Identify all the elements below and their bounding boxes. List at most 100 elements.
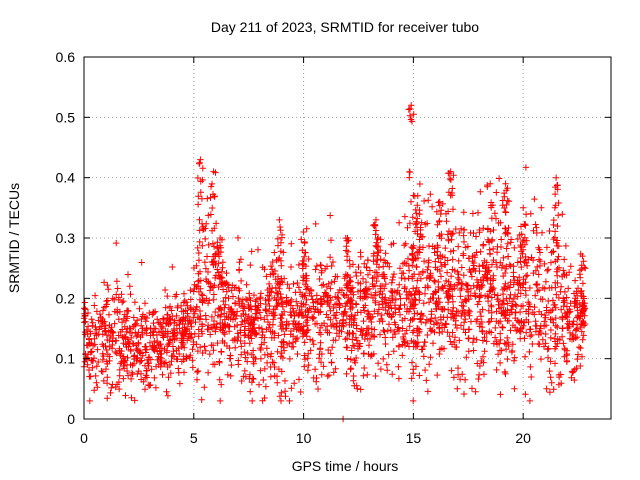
data-point [446, 170, 453, 177]
data-point [241, 332, 248, 339]
data-point [173, 312, 180, 320]
data-point [449, 307, 456, 315]
data-point [363, 330, 370, 337]
data-point [507, 239, 514, 246]
data-point [271, 330, 278, 337]
data-point [232, 344, 239, 351]
data-point [170, 348, 177, 355]
data-point [554, 222, 561, 230]
data-point [271, 363, 278, 371]
data-point [128, 394, 135, 401]
data-point [229, 293, 237, 300]
data-point [274, 273, 282, 280]
data-point [306, 290, 313, 297]
data-point [364, 286, 371, 294]
data-point [391, 302, 399, 309]
y-tick-label: 0.5 [56, 109, 76, 125]
data-point [403, 288, 410, 296]
data-point [499, 323, 506, 331]
data-point [176, 321, 183, 328]
data-point [545, 297, 552, 305]
data-point [401, 315, 409, 322]
data-point [193, 368, 201, 376]
data-point [328, 322, 335, 329]
data-point [240, 305, 247, 312]
data-point [280, 338, 287, 345]
data-point [365, 342, 373, 349]
data-point [218, 348, 225, 356]
data-point [404, 255, 412, 262]
data-point [450, 247, 457, 254]
data-point [261, 394, 268, 402]
data-point [257, 314, 264, 321]
data-point [347, 288, 354, 295]
data-point [500, 297, 507, 304]
data-point [198, 320, 206, 328]
data-point [293, 298, 300, 305]
data-point [212, 308, 219, 316]
data-point [559, 325, 566, 332]
data-point [144, 356, 151, 364]
data-point [364, 335, 371, 342]
data-point [449, 185, 456, 192]
data-point [552, 174, 560, 181]
data-point [510, 357, 518, 364]
data-point [173, 335, 181, 342]
data-point [509, 341, 516, 348]
data-point [199, 242, 206, 249]
data-point [531, 195, 538, 203]
data-point [330, 369, 337, 376]
data-point [248, 319, 255, 327]
data-point [154, 356, 161, 364]
data-point [396, 265, 404, 272]
data-point [477, 188, 484, 195]
data-point [307, 286, 315, 294]
data-point [410, 111, 417, 118]
data-point [520, 204, 527, 211]
data-point [320, 363, 327, 370]
data-point [501, 285, 508, 292]
data-point [390, 270, 398, 278]
data-point [301, 363, 308, 370]
data-point [230, 311, 237, 319]
data-point [553, 291, 560, 298]
data-point [108, 384, 115, 392]
data-point [91, 335, 98, 342]
data-point [550, 319, 557, 326]
data-point [159, 324, 167, 332]
data-point [268, 288, 275, 295]
data-point [325, 371, 333, 379]
data-point [223, 269, 230, 277]
data-point [514, 326, 521, 334]
data-point [93, 332, 100, 339]
data-point [151, 374, 158, 382]
data-point [148, 366, 155, 373]
data-point [131, 355, 138, 363]
data-point [105, 286, 112, 293]
data-point [497, 318, 504, 325]
data-point [113, 291, 120, 298]
data-point [274, 242, 282, 249]
data-point [447, 248, 454, 255]
data-point [211, 225, 218, 232]
data-point [221, 310, 228, 317]
data-point [415, 248, 422, 255]
data-point [373, 239, 380, 246]
data-point [380, 327, 387, 334]
data-point [494, 296, 501, 303]
data-point [192, 318, 199, 326]
data-point [581, 264, 588, 271]
data-point [550, 216, 557, 224]
data-point [325, 346, 332, 354]
data-point [412, 287, 419, 295]
data-point [416, 236, 423, 243]
data-point [85, 366, 93, 374]
data-point [141, 343, 149, 350]
data-point [514, 259, 521, 266]
data-point [137, 357, 145, 364]
data-point [119, 326, 126, 333]
data-point [187, 296, 194, 303]
data-point [460, 232, 467, 239]
data-point [178, 330, 185, 338]
